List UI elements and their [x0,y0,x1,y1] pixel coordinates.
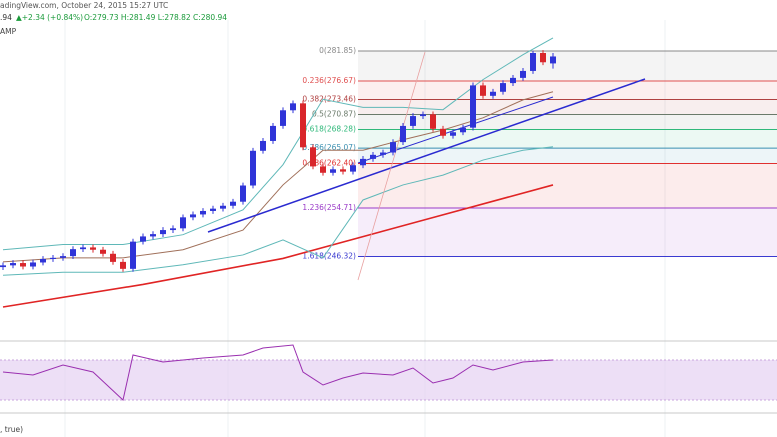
fib-zone [358,163,777,209]
candle-body [190,214,196,218]
fib-label: 0.786(265.07) [302,143,356,152]
rsi-panel [0,344,777,401]
fibonacci: 0(281.85) 0.236(276.67) 0.382(273.46) 0.5(2… [302,46,777,261]
candle-body [210,208,216,211]
candle-body [490,91,496,96]
header-last: .94 [0,13,12,22]
fib-label: 1.618(246.32) [302,252,356,261]
overlay-line [2,37,554,251]
candle-body [440,128,446,136]
candle-body [150,234,156,237]
header-change: ▲+2.34 (+0.84%) [16,13,83,22]
candle-body [180,217,186,229]
overlay-line [2,184,554,308]
candle-body [260,140,266,151]
candle-body [20,263,26,267]
rsi-band [0,360,777,400]
candle-body [450,132,456,136]
candle-body [390,142,396,153]
candle-body [170,228,176,231]
fib-label: 0.618(268.28) [302,124,356,133]
fib-zone [358,80,777,100]
header-source: adingView.com, October 24, 2015 15:27 UT… [0,1,168,10]
candle-body [420,114,426,117]
candle-body [60,256,66,258]
overlay-line [2,146,554,276]
candle-body [480,85,486,96]
candle-body [540,53,546,63]
candle-body [0,265,6,268]
candle-body [100,249,106,254]
candle-body [50,257,56,259]
bottom-indicator-label: , true) [0,425,23,434]
fib-zone [358,114,777,130]
candle-body [430,114,436,129]
candle-body [30,262,36,267]
candle-body [530,53,536,71]
candle-body [110,253,116,262]
candle-body [400,125,406,143]
candle-body [460,127,466,133]
fib-label: 0(281.85) [319,46,356,55]
header-ohlc: O:279.73 H:281.49 L:278.82 C:280.94 [84,13,227,22]
candle-body [310,147,316,167]
candle-body [70,249,76,257]
candle-body [130,241,136,269]
candle-body [160,230,166,235]
candle-body [330,169,336,173]
candle-body [120,261,126,269]
candle-body [300,103,306,148]
candle-body [350,165,356,172]
candle-body [340,169,346,172]
candle-body [360,158,366,166]
candle-body [500,83,506,92]
candle-body [140,236,146,242]
fib-anchor [357,51,426,281]
candle-body [550,56,556,64]
candle-body [270,125,276,141]
fib-label: 0.236(276.67) [302,76,356,85]
fib-label: 1.236(254.71) [302,203,356,212]
candle-body [90,247,96,250]
fib-label: 0.382(273.46) [302,95,356,104]
candle-body [250,150,256,186]
overlays [2,37,554,308]
candle-body [410,116,416,126]
candle-body [510,77,516,84]
trendline [207,78,646,233]
candle-body [470,85,476,128]
overlay-line [2,91,554,263]
candle-body [80,247,86,250]
candle-body [370,154,376,159]
candle-body [220,205,226,209]
candle-body [520,70,526,78]
candle-body [240,185,246,202]
fib-zone [358,129,777,149]
candle-body [320,166,326,173]
candles [0,50,556,272]
fib-zone [358,50,777,81]
indicator-label: AMP [0,27,17,36]
fib-label: 0.886(262.40) [302,159,356,168]
fib-zone [358,148,777,164]
candle-body [40,258,46,263]
fib-zone [358,99,777,115]
candle-body [290,103,296,111]
rsi-line [2,344,554,401]
candle-body [200,210,206,215]
candle-body [380,152,386,155]
candle-body [230,201,236,206]
candle-body [10,263,16,266]
candle-body [280,110,286,126]
fib-zone [358,208,777,257]
fib-label: 0.5(270.87) [312,110,356,119]
